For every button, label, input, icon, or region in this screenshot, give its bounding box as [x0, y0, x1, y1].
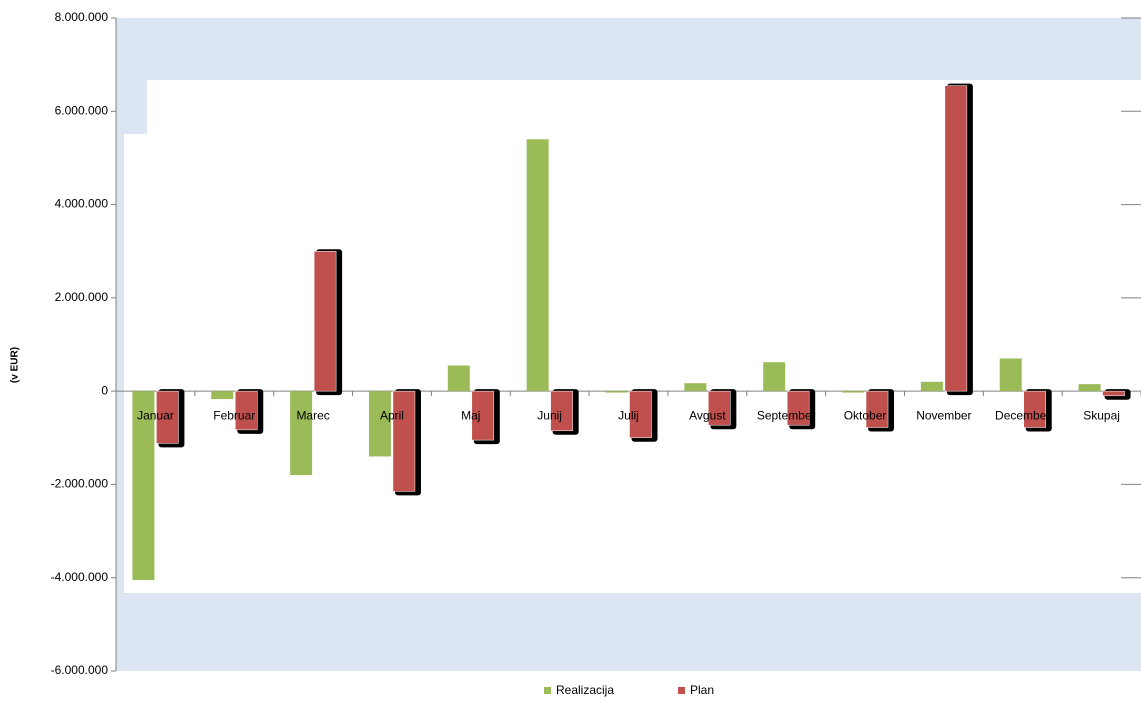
x-tick-label: December: [995, 408, 1050, 422]
bar: [999, 358, 1022, 392]
bar: [392, 390, 416, 492]
y-axis-title: (v EUR): [10, 347, 21, 383]
bar: [920, 381, 943, 392]
y-tick-label: 4.000.000: [55, 197, 109, 211]
x-tick-label: Avgust: [689, 408, 726, 422]
bar: [471, 390, 495, 441]
bar: [132, 391, 155, 581]
legend-label: Realizacija: [556, 683, 614, 697]
bar: [763, 362, 786, 392]
bar: [211, 391, 234, 400]
x-tick-label: September: [757, 408, 816, 422]
y-tick-label: 2.000.000: [55, 290, 109, 304]
bar: [235, 390, 258, 431]
x-tick-label: Julij: [618, 408, 639, 422]
bar: [290, 391, 313, 476]
bar: [865, 390, 889, 428]
legend-swatch: [544, 687, 551, 694]
x-tick-label: Maj: [461, 408, 480, 422]
bar: [605, 391, 628, 393]
x-tick-label: Januar: [137, 408, 174, 422]
y-tick-label: -6.000.000: [51, 663, 109, 677]
x-tick-label: Marec: [296, 408, 329, 422]
bar: [1078, 384, 1101, 392]
bar: [629, 390, 652, 439]
legend-swatch: [678, 687, 685, 694]
y-tick-label: 8.000.000: [55, 10, 109, 24]
bar: [944, 85, 968, 392]
x-tick-label: April: [380, 408, 404, 422]
plot-inner: [147, 80, 1141, 593]
bar: [447, 365, 470, 392]
y-tick-label: 6.000.000: [55, 103, 109, 117]
bar: [313, 250, 337, 392]
bar: [1102, 390, 1125, 397]
x-tick-label: Oktober: [844, 408, 887, 422]
bar: [156, 390, 179, 444]
y-tick-label: 0: [101, 383, 108, 397]
x-tick-label: November: [916, 408, 971, 422]
y-tick-label: -2.000.000: [51, 477, 109, 491]
x-tick-label: Junij: [537, 408, 562, 422]
x-tick-label: Februar: [213, 408, 255, 422]
bar: [368, 391, 391, 457]
bar: [526, 139, 549, 392]
bar: [708, 390, 731, 426]
bar: [1023, 390, 1046, 428]
legend-label: Plan: [690, 683, 714, 697]
y-tick-label: -4.000.000: [51, 570, 109, 584]
bar: [550, 390, 573, 432]
bar: [842, 391, 865, 393]
bar: [684, 383, 707, 392]
x-tick-label: Skupaj: [1083, 408, 1120, 422]
bar: [786, 390, 810, 426]
